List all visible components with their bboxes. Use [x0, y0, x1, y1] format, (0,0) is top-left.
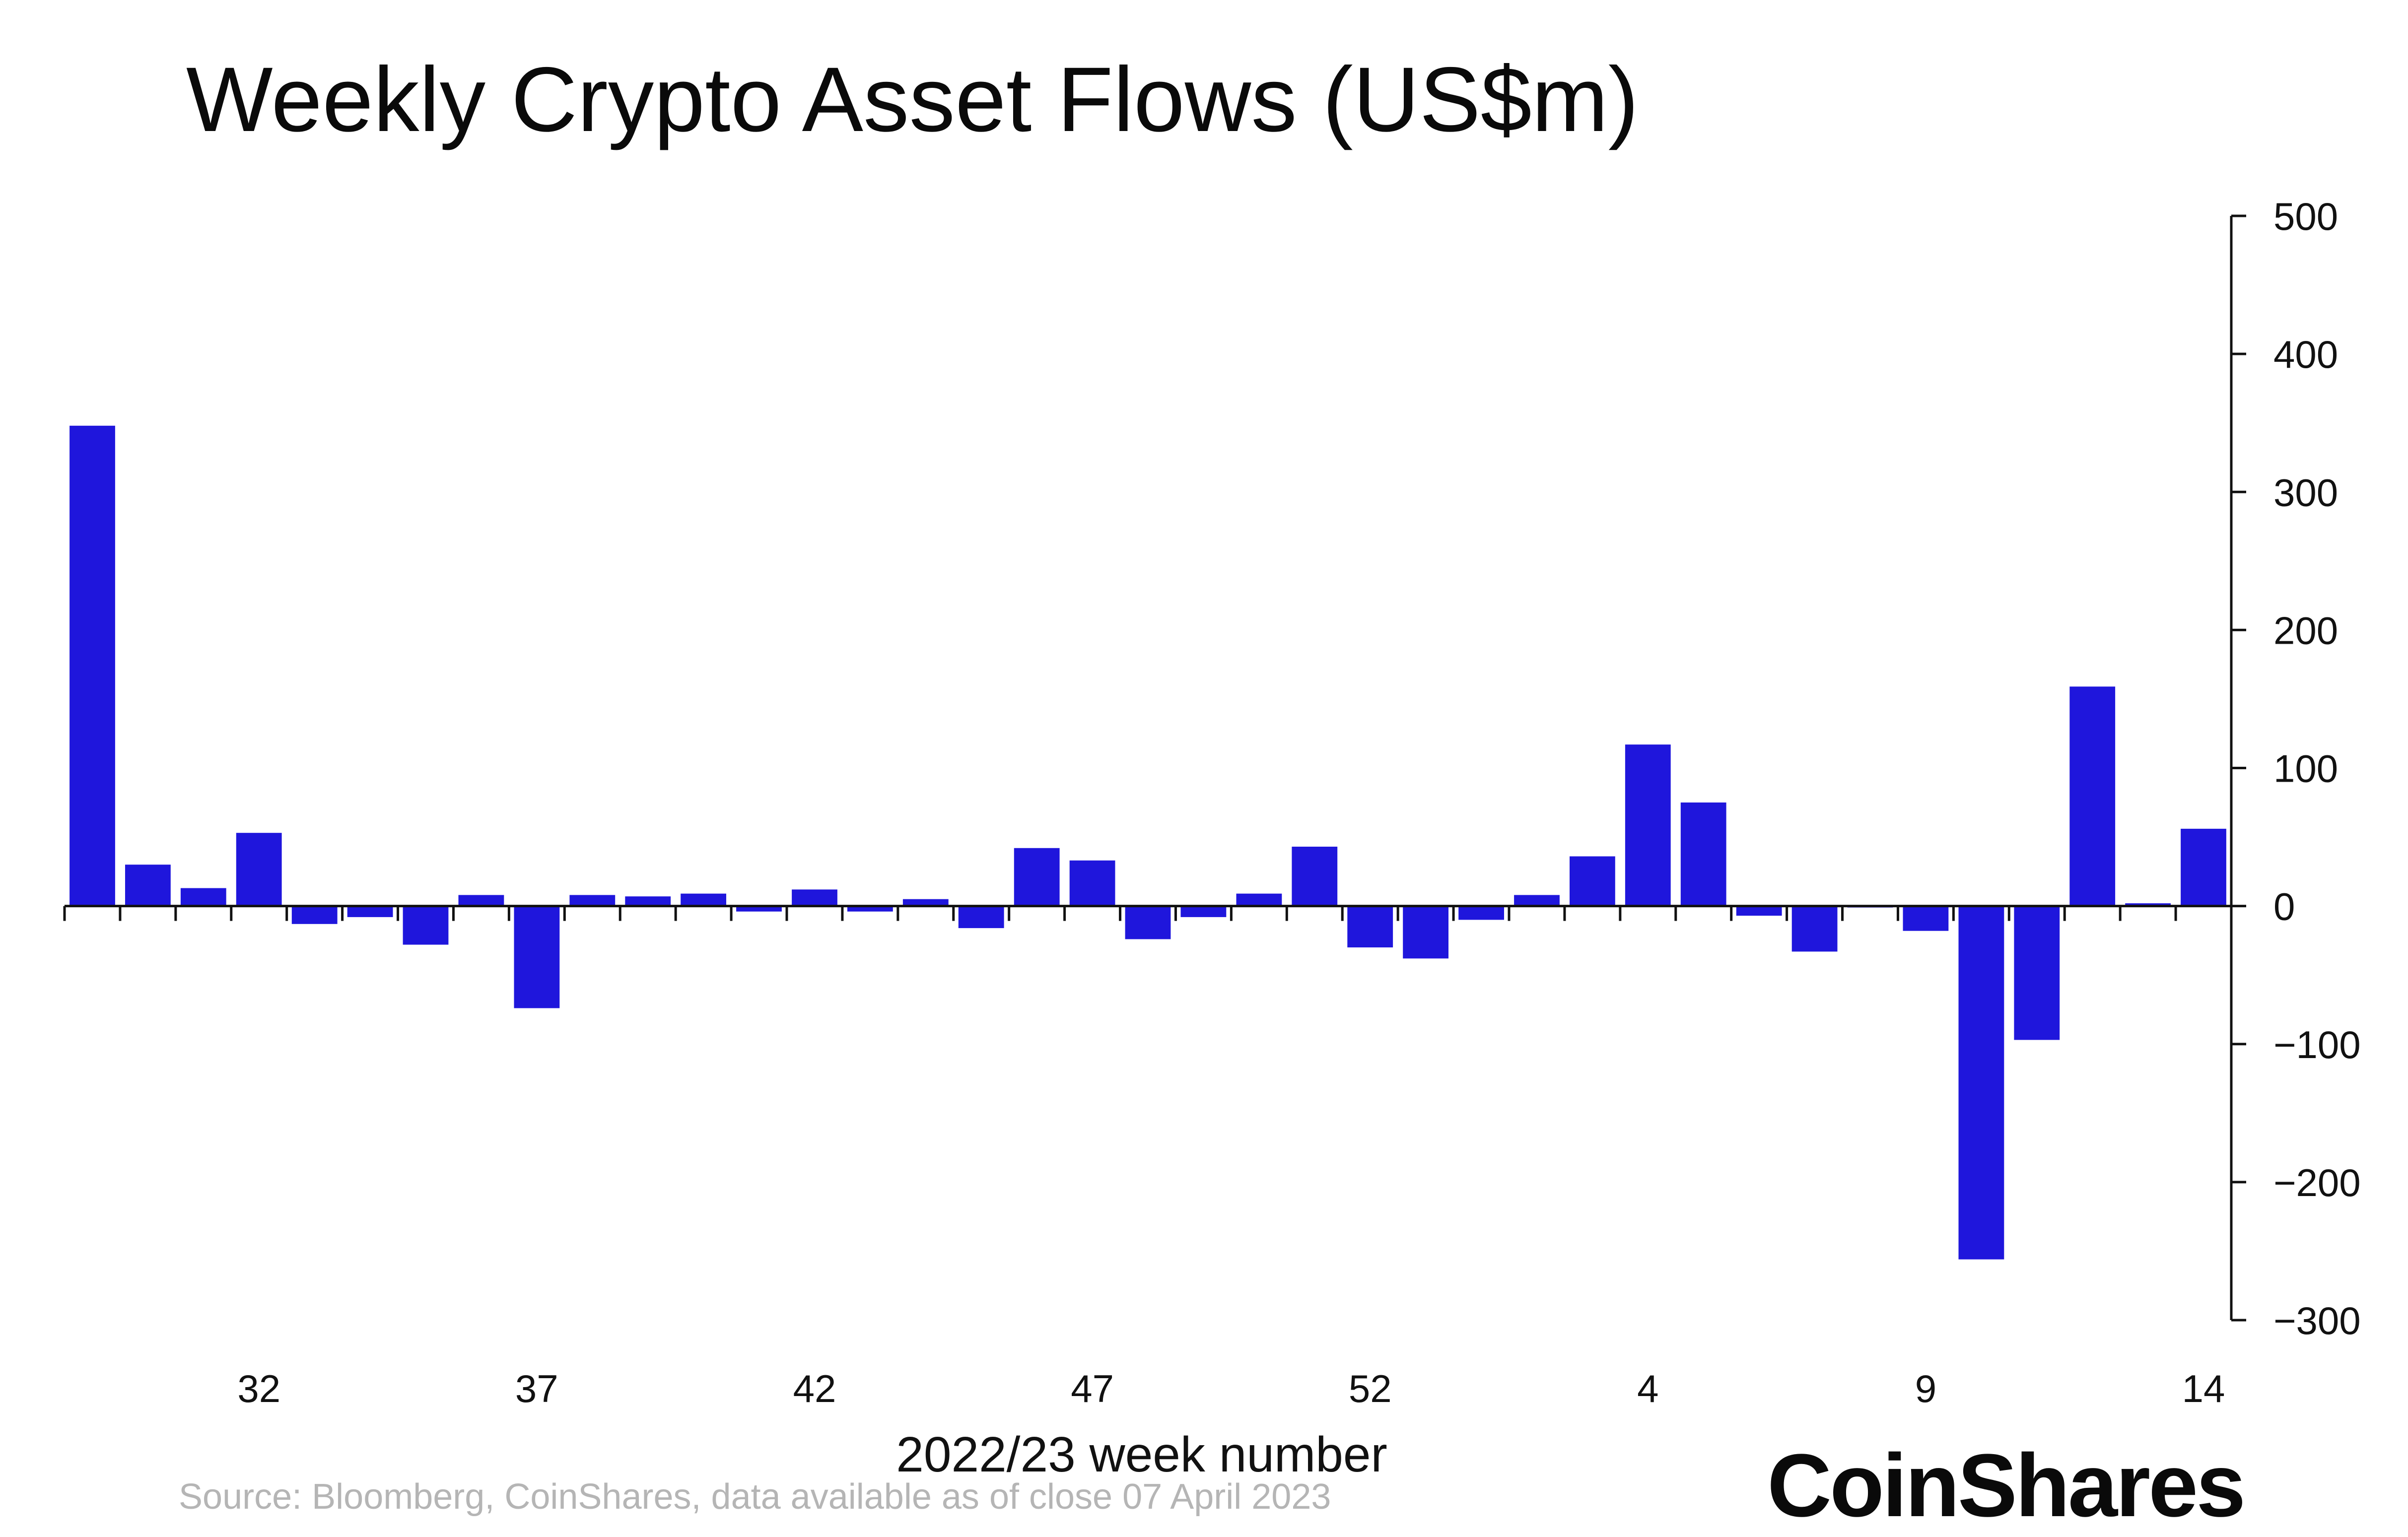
- bar: [569, 895, 616, 906]
- x-tick-label: 37: [515, 1367, 558, 1410]
- y-tick-label: 100: [2273, 747, 2338, 791]
- bar: [1570, 856, 1615, 906]
- bar: [291, 906, 338, 924]
- chart-title: Weekly Crypto Asset Flows (US$m): [186, 49, 1639, 151]
- bar: [625, 896, 671, 906]
- x-tick-label: 14: [2182, 1367, 2225, 1410]
- bar: [1069, 860, 1115, 906]
- bar: [1180, 906, 1227, 917]
- y-tick-label: 300: [2273, 470, 2338, 514]
- bar: [847, 906, 893, 912]
- bar: [125, 865, 171, 906]
- bar: [1403, 906, 1448, 959]
- bar: [1014, 848, 1060, 906]
- x-tick-label: 42: [793, 1367, 836, 1410]
- bar: [403, 906, 449, 945]
- bar: [1625, 744, 1671, 906]
- bar: [1125, 906, 1171, 939]
- x-tick-label: 32: [237, 1367, 280, 1410]
- bar: [1514, 895, 1560, 906]
- bar: [792, 889, 837, 906]
- y-tick-label: 500: [2273, 195, 2338, 238]
- x-tick-label: 52: [1349, 1367, 1392, 1410]
- bar: [236, 833, 282, 906]
- bar: [69, 425, 115, 906]
- bar: [1736, 906, 1782, 916]
- bar: [2014, 906, 2060, 1040]
- bar: [958, 906, 1004, 929]
- x-tick-label: 9: [1915, 1367, 1936, 1410]
- bar: [1958, 906, 2004, 1260]
- brand-logo: CoinShares: [1767, 1436, 2246, 1536]
- bar: [180, 888, 226, 906]
- bar: [2181, 828, 2226, 906]
- bar: [1903, 906, 1949, 931]
- bar: [458, 895, 504, 906]
- x-axis: 32 37 42 47 52 4 9 14: [63, 905, 2233, 1410]
- y-axis: 500 400 300 200 100 0 −100 −200 −300: [2230, 195, 2361, 1342]
- bars-group: [69, 425, 2226, 1260]
- y-tick-label: −200: [2273, 1161, 2361, 1204]
- x-tick-label: 4: [1637, 1367, 1658, 1410]
- bar: [2125, 903, 2171, 906]
- source-note: Source: Bloomberg, CoinShares, data avai…: [179, 1477, 1331, 1517]
- y-tick-label: 0: [2273, 885, 2295, 929]
- bar: [681, 893, 726, 906]
- bar: [1458, 906, 1504, 920]
- bar: [1236, 893, 1282, 906]
- bar: [1292, 847, 1338, 906]
- bar: [2069, 686, 2116, 906]
- bar: [1680, 802, 1726, 906]
- y-tick-label: −300: [2273, 1299, 2361, 1342]
- x-tick-label: 47: [1071, 1367, 1114, 1410]
- x-axis-title: 2022/23 week number: [896, 1427, 1387, 1482]
- bar: [902, 899, 949, 906]
- bar: [347, 906, 393, 917]
- bar: [1791, 906, 1838, 952]
- y-tick-label: −100: [2273, 1023, 2361, 1067]
- y-tick-label: 200: [2273, 608, 2338, 652]
- bar: [736, 906, 782, 912]
- bar: [1347, 906, 1393, 947]
- bar: [514, 906, 560, 1008]
- y-tick-label: 400: [2273, 333, 2338, 376]
